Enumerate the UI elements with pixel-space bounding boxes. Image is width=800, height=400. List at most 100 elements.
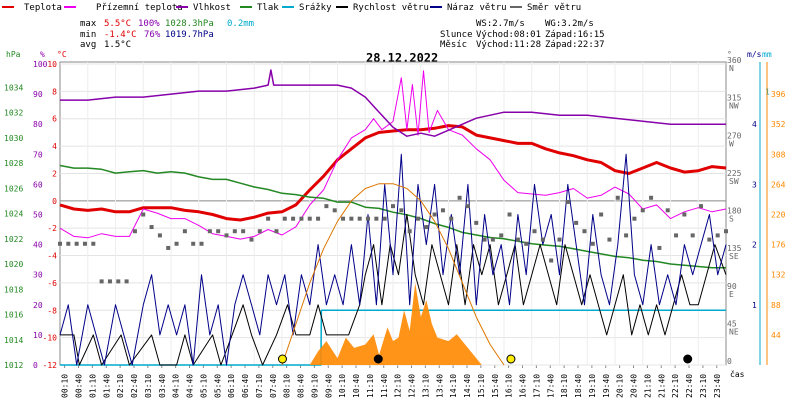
- tick-label-pressure: 1028: [4, 159, 23, 168]
- x-tick-label: 01:10: [88, 374, 97, 398]
- x-tick-label: 22:10: [671, 374, 680, 398]
- tick-label-direction: 135: [727, 244, 742, 253]
- series-smer-vetru-point: [116, 279, 121, 284]
- series-smer-vetru-point: [299, 216, 304, 221]
- x-axis-label: čas: [730, 369, 745, 379]
- series-smer-vetru-point: [690, 233, 695, 238]
- x-tick-label: 19:40: [602, 374, 611, 398]
- tick-label-pressure: 1016: [4, 311, 23, 320]
- x-tick-label: 03:40: [158, 374, 167, 398]
- legend-label: Rychlost větru: [353, 3, 429, 13]
- tick-label-direction: 180: [727, 207, 742, 216]
- tick-label-wind: 1: [752, 301, 757, 310]
- x-tick-label: 04:40: [186, 374, 195, 398]
- series-smer-vetru-point: [191, 241, 196, 246]
- series-smer-vetru-point: [490, 237, 495, 242]
- legend-item-prizemni-teplota: Přízemní teplota: [64, 3, 183, 13]
- x-tick-label: 06:40: [241, 374, 250, 398]
- tick-label-direction-name: NE: [729, 327, 739, 336]
- legend-item-naraz-vetru: Náraz větru: [430, 3, 507, 13]
- x-tick-label: 15:10: [477, 374, 486, 398]
- x-tick-label: 02:40: [130, 374, 139, 398]
- tick-label-temperature: -6: [47, 279, 57, 288]
- tick-label-humidity: 20: [33, 301, 43, 310]
- x-tick-label: 16:40: [519, 374, 528, 398]
- series-naraz-vetru: [59, 153, 727, 366]
- x-tick-label: 03:10: [144, 374, 153, 398]
- tick-label-wind: 3: [752, 180, 757, 189]
- tick-label-direction-name: S: [729, 215, 734, 224]
- legend-item-vlhkost: Vlhkost: [176, 3, 231, 13]
- tick-label-solar: 308: [771, 150, 786, 159]
- tick-label-solar: 132: [771, 271, 786, 280]
- legend-label: Tlak: [257, 3, 279, 13]
- series-smer-vetru-point: [432, 212, 437, 217]
- x-tick-label: 20:40: [630, 374, 639, 398]
- tick-label-pressure: 1032: [4, 109, 23, 118]
- series-smer-vetru-point: [574, 220, 579, 225]
- tick-label-pressure: 1026: [4, 184, 23, 193]
- marker-sunrise: [277, 354, 287, 364]
- tick-label-direction: 315: [727, 94, 742, 103]
- tick-label-solar: 220: [771, 211, 786, 220]
- tick-label-temperature: 4: [52, 142, 57, 151]
- x-tick-label: 11:10: [366, 374, 375, 398]
- tick-label-pressure: 1022: [4, 235, 23, 244]
- legend-item-smer-vetru: Směr větru: [510, 3, 581, 13]
- legend-item-rychlost-vetru: Rychlost větru: [336, 3, 429, 13]
- series-smer-vetru-point: [449, 216, 454, 221]
- series-smer-vetru-point: [241, 229, 246, 234]
- series-smer-vetru-point: [524, 241, 529, 246]
- tick-label-temperature: -8: [47, 306, 57, 315]
- tick-label-humidity: 30: [33, 271, 43, 280]
- series-smer-vetru-point: [549, 258, 554, 263]
- series-smer-vetru-point: [707, 237, 712, 242]
- tick-label-solar: 352: [771, 120, 786, 129]
- x-tick-label: 07:40: [269, 374, 278, 398]
- series-smer-vetru-point: [540, 237, 545, 242]
- series-smer-vetru-point: [74, 241, 79, 246]
- series-smer-vetru-point: [316, 216, 321, 221]
- series-smer-vetru-point: [590, 241, 595, 246]
- series-smer-vetru-point: [232, 229, 237, 234]
- unit-temperature: °C: [57, 50, 67, 59]
- series-smer-vetru-point: [199, 241, 204, 246]
- unit-wind: m/s: [747, 50, 762, 59]
- series-smer-vetru-point: [440, 208, 445, 213]
- legend-label: Náraz větru: [447, 3, 507, 13]
- series-smer-vetru-point: [674, 233, 679, 238]
- legend-label: Vlhkost: [193, 3, 231, 13]
- series-smer-vetru-point: [149, 225, 154, 230]
- legend-item-srazky: Srážky: [282, 3, 332, 13]
- series-smer-vetru-point: [357, 216, 362, 221]
- tick-label-temperature: 10: [47, 60, 57, 69]
- legend-item-teplota: Teplota: [2, 3, 62, 13]
- series-smer-vetru-point: [282, 216, 287, 221]
- tick-label-direction: 90: [727, 282, 737, 291]
- x-tick-label: 08:10: [283, 374, 292, 398]
- series-smer-vetru-point: [424, 225, 429, 230]
- legend-label: Směr větru: [527, 3, 581, 13]
- series-teplota: [59, 124, 727, 222]
- series-vlhkost: [60, 69, 726, 137]
- series-smer-vetru-point: [632, 216, 637, 221]
- stats-min-temp: -1.4°C: [104, 30, 137, 40]
- series-smer-vetru-point: [374, 216, 379, 221]
- series-slunecni-zareni: [60, 282, 726, 365]
- series-smer-vetru-point: [465, 204, 470, 209]
- series-smer-vetru-point: [649, 195, 654, 200]
- moon-set: Západ:22:37: [545, 40, 605, 50]
- series-smer-vetru-point: [565, 199, 570, 204]
- x-tick-label: 05:40: [213, 374, 222, 398]
- x-tick-label: 11:40: [380, 374, 389, 398]
- marker-layer: [277, 354, 693, 364]
- x-tick-label: 05:10: [199, 374, 208, 398]
- wind-wg: WG:3.2m/s: [545, 19, 594, 29]
- tick-label-temperature: 8: [52, 87, 57, 96]
- stats-min-label: min: [80, 30, 96, 40]
- series-smer-vetru-point: [382, 216, 387, 221]
- stats-block: max 5.5°C 100% 1028.3hPa 0.2mm min -1.4°…: [80, 19, 605, 50]
- unit-rain: mm: [762, 50, 772, 59]
- series-smer-vetru-point: [415, 216, 420, 221]
